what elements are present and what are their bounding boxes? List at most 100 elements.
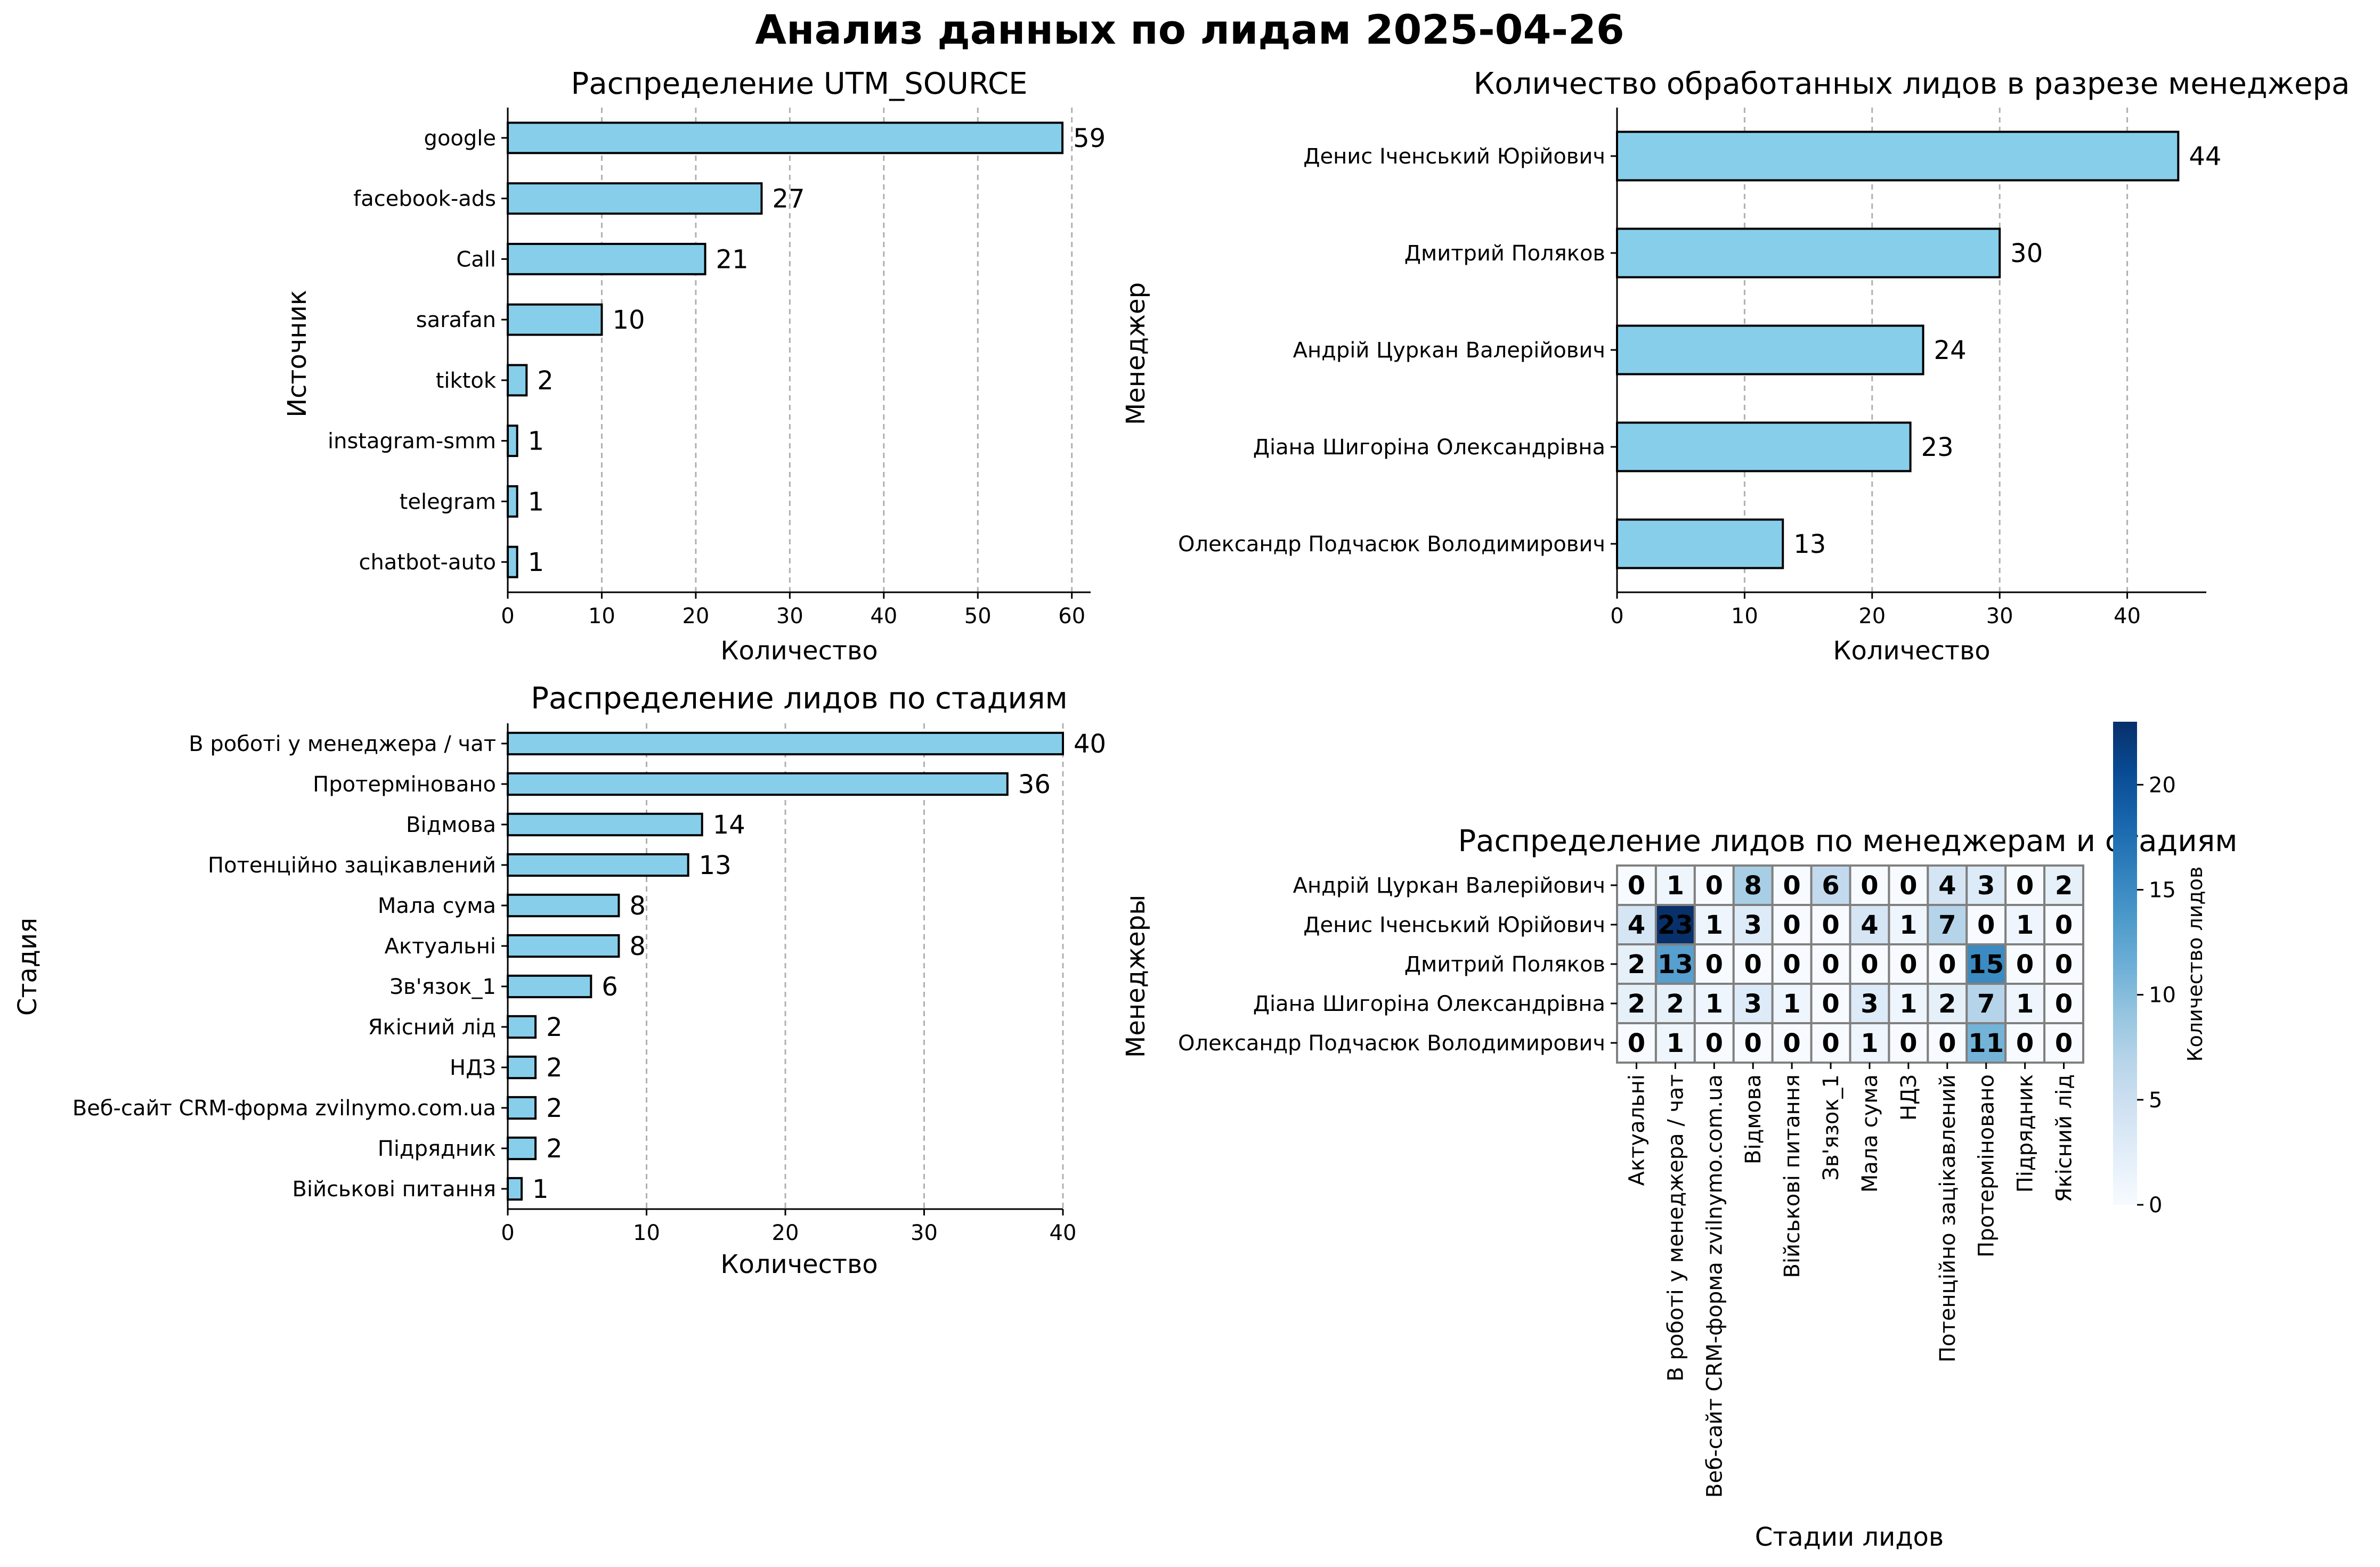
utm-bar	[507, 182, 763, 215]
heatmap-cell	[1810, 864, 1851, 906]
utm-source-chart: Распределение UTM_SOURCE 0 10 20 30 40 50 60 go…	[282, 67, 1106, 666]
manager-leads-ylabel: Менеджер	[1121, 282, 1151, 425]
mgr-data-label: 30	[2010, 239, 2043, 268]
stages-plot-area: 0 10 20 30 40 В роботі у менеджера / чат 40 Про…	[72, 723, 1106, 1245]
utm-x-tick-label: 40	[870, 604, 897, 629]
utm-y-tick-label: instagram-smm	[328, 429, 496, 454]
heatmap-x-tick-label: Мала сума	[1858, 1074, 1882, 1193]
heatmap-cell-value: 0	[2016, 871, 2034, 901]
mgr-bar	[1616, 421, 1912, 472]
mgr-bar	[1616, 518, 1784, 569]
stage-data-label: 2	[546, 1053, 563, 1083]
heatmap-cell-value: 7	[1977, 989, 1995, 1019]
stage-data-label: 8	[629, 932, 646, 961]
heatmap-cell-value: 0	[1783, 871, 1800, 901]
heatmap-y-tick-label: Діана Шигоріна Олександрівна	[1253, 992, 1605, 1016]
utm-x-tick-label: 30	[776, 604, 803, 629]
heatmap-cell	[1927, 1022, 1968, 1064]
heatmap-cell	[2043, 943, 2084, 985]
utm-bar	[507, 425, 518, 458]
heatmap-y-tick-label: Дмитрий Поляков	[1404, 952, 1605, 977]
stages-chart-title: Распределение лидов по стадиям	[531, 681, 1068, 716]
heatmap-cell-value: 2	[1628, 950, 1645, 980]
utm-x-tick-label: 60	[1058, 604, 1085, 629]
heatmap-cell-value: 0	[1822, 989, 1839, 1019]
utm-data-label: 2	[537, 366, 554, 396]
heatmap-cell	[1849, 983, 1890, 1024]
heatmap-cell-value: 1	[1861, 1029, 1878, 1058]
stage-data-label: 6	[602, 972, 618, 1002]
heatmap-cell-value: 0	[1744, 1029, 1762, 1058]
stage-x-tick-label: 30	[911, 1221, 938, 1245]
heatmap-cell	[1693, 864, 1735, 906]
heatmap-cell-value: 1	[1667, 1029, 1684, 1058]
stage-data-label: 2	[546, 1013, 563, 1042]
utm-bar	[507, 121, 1064, 154]
utm-y-tick-label: google	[424, 126, 496, 151]
stage-bar	[507, 1177, 523, 1201]
heatmap-cell-value: 0	[1899, 950, 1917, 980]
stage-bar	[507, 934, 620, 958]
heatmap-cell-value: 0	[1861, 871, 1878, 901]
heatmap-x-tick-label: Зв'язок_1	[1819, 1074, 1843, 1181]
stage-bar	[507, 893, 620, 918]
colorbar-tick-label: 15	[2149, 878, 2176, 902]
utm-source-ylabel: Источник	[282, 290, 312, 418]
heatmap-cell-value: 13	[1658, 950, 1693, 980]
heatmap-cell-value: 0	[1744, 950, 1762, 980]
stage-bar	[507, 731, 1064, 756]
mgr-data-label: 44	[2189, 142, 2221, 172]
mgr-x-tick-label: 20	[1858, 604, 1886, 629]
heatmap-cell-value: 2	[2055, 871, 2073, 901]
mgr-y-tick-label: Андрій Цуркан Валерійович	[1293, 338, 1605, 363]
heatmap-cell-value: 0	[2055, 1029, 2073, 1058]
heatmap-cell-value: 0	[1899, 871, 1917, 901]
stage-x-tick-label: 0	[501, 1221, 514, 1245]
heatmap-y-tick-label: Андрій Цуркан Валерійович	[1293, 874, 1605, 898]
heatmap-colorbar: 0 5 10 15 20	[2113, 722, 2176, 1218]
stage-y-tick-label: Військові питання	[293, 1177, 496, 1202]
stage-y-tick-label: Актуальні	[385, 934, 496, 959]
mgr-data-label: 13	[1793, 529, 1826, 559]
stage-x-tick-label: 20	[772, 1221, 799, 1245]
heatmap-cell-value: 0	[1628, 1029, 1645, 1058]
heatmap-cell	[1888, 864, 1929, 906]
mgr-y-tick-label: Дмитрий Поляков	[1404, 241, 1605, 266]
heatmap-y-tick-label: Олександр Подчасюк Володимирович	[1178, 1031, 1605, 1056]
colorbar-tick-label: 0	[2149, 1193, 2162, 1218]
heatmap-cell-value: 0	[1705, 950, 1723, 980]
heatmap-cell	[1654, 1022, 1696, 1064]
heatmap-cell-value: 0	[2055, 989, 2073, 1019]
heatmap-xlabel: Стадии лидов	[1755, 1522, 1944, 1552]
utm-y-tick-label: facebook-ads	[353, 187, 496, 211]
mgr-bar	[1616, 227, 2001, 279]
colorbar-tick-label: 5	[2149, 1088, 2162, 1113]
stages-chart: Распределение лидов по стадиям 0 10 20 30 40…	[13, 681, 1106, 1279]
stage-bar	[507, 1055, 537, 1080]
heatmap-cell	[1693, 983, 1735, 1024]
utm-y-tick-label: sarafan	[416, 308, 496, 332]
heatmap-cell-value: 3	[1861, 989, 1878, 1019]
heatmap-cell-value: 1	[1899, 910, 1917, 940]
heatmap-cell	[1965, 864, 2007, 906]
mgr-data-label: 24	[1934, 336, 1967, 365]
heatmap-cell	[1888, 983, 1929, 1024]
heatmap-cell-value: 4	[1628, 910, 1645, 940]
heatmap-cell-value: 1	[1667, 871, 1684, 901]
mgr-bar	[1616, 324, 1924, 376]
utm-x-tick-label: 10	[588, 604, 615, 629]
mgr-x-tick-label: 30	[1986, 604, 2013, 629]
heatmap-cell-value: 0	[1938, 950, 1956, 980]
stage-x-tick-label: 10	[633, 1221, 660, 1245]
heatmap-cell-value: 0	[2055, 950, 2073, 980]
heatmap-cell-value: 8	[1744, 871, 1762, 901]
utm-bar	[507, 364, 528, 397]
utm-data-label: 59	[1073, 124, 1106, 153]
heatmap-x-tick-label: Якісний лід	[2052, 1074, 2077, 1202]
utm-x-tick-label: 20	[682, 604, 709, 629]
stage-bar	[507, 772, 1009, 796]
heatmap-cell-value: 1	[2016, 989, 2034, 1019]
utm-source-plot-area: 0 10 20 30 40 50 60 google 59 facebook-ads 27 Call 2…	[328, 108, 1106, 629]
heatmap-cell-value: 0	[2016, 950, 2034, 980]
